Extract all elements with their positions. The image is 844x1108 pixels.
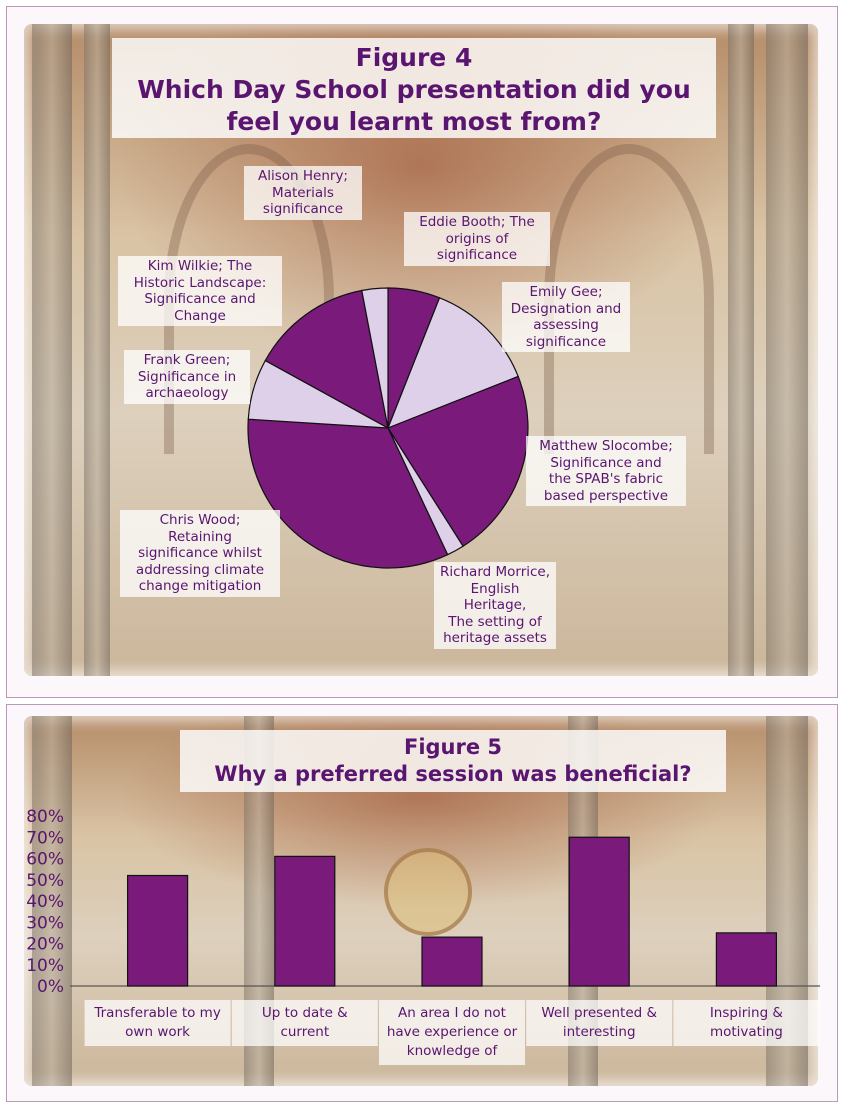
figure-4-title: Figure 4 Which Day School presentation d… <box>112 38 716 138</box>
bar <box>274 855 336 987</box>
x-tick-label: Inspiring & <box>710 1005 784 1021</box>
pie-label-richard-morrice: Richard Morrice, English Heritage, The s… <box>434 562 556 649</box>
bar <box>126 874 189 987</box>
x-tick-label: interesting <box>563 1024 636 1040</box>
pie-label-line: change mitigation <box>138 578 262 594</box>
x-tick-label: motivating <box>710 1024 783 1040</box>
pie-slice <box>386 297 519 430</box>
bar <box>715 932 778 987</box>
x-label-background <box>84 1000 231 1046</box>
figure-5-title-line-2: Why a preferred session was beneficial? <box>214 762 692 786</box>
pie-label-frank-green: Frank Green; Significance in archaeology <box>124 350 250 404</box>
figure-4-title-line-1: Figure 4 <box>355 43 473 72</box>
pie-label-line: Materials <box>272 184 334 201</box>
pie-slice <box>361 287 389 429</box>
x-tick-label: current <box>280 1024 329 1040</box>
x-tick-label: An area I do not <box>398 1005 506 1021</box>
y-tick-label: 50% <box>26 871 64 891</box>
x-tick-label: have experience or <box>387 1024 518 1040</box>
y-tick-label: 60% <box>26 850 64 870</box>
pie-label-line: Chris Wood; <box>159 512 241 528</box>
bar <box>421 936 483 987</box>
pie-label-line: Richard Morrice, <box>439 564 551 580</box>
figure-4-title-line-2: Which Day School presentation did you <box>137 75 691 104</box>
pie-label-kim-wilkie: Kim Wilkie; The Historic Landscape: Sign… <box>118 256 282 326</box>
pie-label-line: Significance in <box>137 368 237 385</box>
x-tick-label: own work <box>125 1024 190 1040</box>
pie-label-line: Matthew Slocombe; <box>539 438 673 454</box>
pie-label-chris-wood: Chris Wood; Retaining significance whils… <box>120 510 280 597</box>
y-tick-label: 20% <box>26 935 64 955</box>
pie-label-line: significance <box>436 247 518 263</box>
x-label-background <box>231 1000 378 1046</box>
pie-chart <box>247 287 529 569</box>
y-tick-label: 10% <box>26 956 64 976</box>
y-tick-label: 80% <box>26 807 64 827</box>
y-tick-label: 0% <box>37 977 64 997</box>
bar <box>568 836 630 987</box>
pie-label-line: addressing climate <box>135 561 265 578</box>
pie-label-line: Historic Landscape: <box>133 274 267 291</box>
pie-slice <box>247 418 449 569</box>
pie-label-line: Kim Wilkie; The <box>147 258 253 274</box>
y-tick-label: 30% <box>26 913 64 933</box>
pie-label-emily-gee: Emily Gee; Designation and assessing sig… <box>502 282 630 352</box>
x-tick-label: knowledge of <box>407 1043 499 1059</box>
figure-5-title-line-1: Figure 5 <box>403 735 503 759</box>
pie-label-line: Alison Henry; <box>258 168 348 184</box>
pie-label-matthew-slocombe: Matthew Slocombe; Significance and the S… <box>526 436 686 506</box>
pie-label-line: Significance and <box>144 291 256 307</box>
pie-label-line: Designation and <box>510 300 622 317</box>
pie-label-line: The setting of <box>448 613 542 630</box>
pie-label-line: significance whilst <box>138 545 262 561</box>
pie-label-line: Significance and <box>550 454 662 471</box>
pie-label-line: significance <box>525 333 607 350</box>
pie-label-line: based perspective <box>543 487 669 504</box>
pie-label-line: significance <box>262 201 344 217</box>
pie-label-eddie-booth: Eddie Booth; The origins of significance <box>404 212 550 266</box>
y-tick-label: 40% <box>26 892 64 912</box>
x-label-background <box>673 1000 820 1046</box>
pie-label-line: the SPAB's fabric <box>548 471 664 487</box>
pie-label-line: origins of <box>445 230 509 247</box>
pie-label-line: archaeology <box>145 385 229 401</box>
y-tick-label: 70% <box>26 828 64 848</box>
figure-4-title-line-3: feel you learnt most from? <box>226 107 602 136</box>
x-label-background <box>526 1000 673 1046</box>
pie-label-line: Frank Green; <box>143 352 231 368</box>
figure-5-title: Figure 5 Why a preferred session was ben… <box>180 730 726 792</box>
x-tick-label: Up to date & <box>262 1005 348 1021</box>
pie-label-alison-henry: Alison Henry; Materials significance <box>244 166 362 220</box>
x-tick-label: Well presented & <box>541 1005 657 1021</box>
pie-label-line: English Heritage, <box>463 580 527 614</box>
pie-label-line: Retaining <box>168 528 232 545</box>
pie-label-line: heritage assets <box>443 630 547 646</box>
pie-label-line: Change <box>174 307 226 324</box>
pie-slice <box>264 289 389 430</box>
pie-label-line: Emily Gee; <box>529 284 603 300</box>
pie-label-line: assessing <box>533 317 599 333</box>
x-tick-label: Transferable to my <box>93 1005 220 1021</box>
x-label-background <box>379 1000 525 1065</box>
pie-label-line: Eddie Booth; The <box>419 214 535 230</box>
pie-slice <box>387 375 529 548</box>
